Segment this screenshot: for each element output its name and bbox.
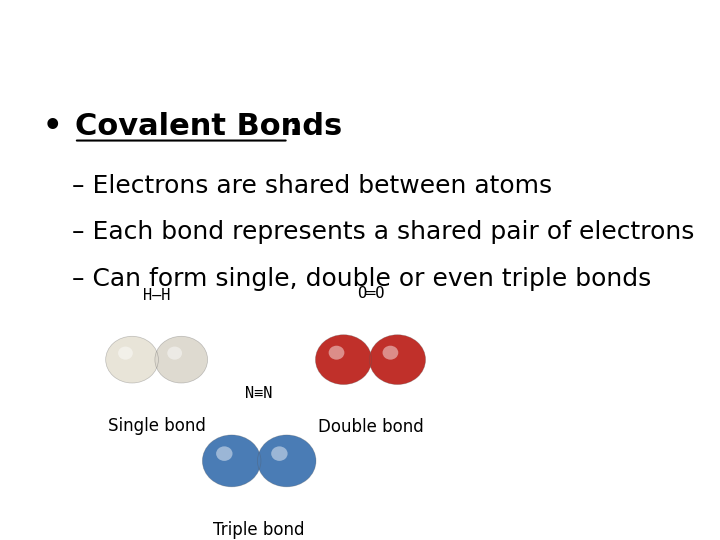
Text: H—H: H—H [143, 287, 171, 302]
Text: O═O: O═O [357, 286, 384, 301]
Text: N≡N: N≡N [246, 386, 273, 401]
Circle shape [155, 336, 207, 383]
Text: •: • [42, 111, 62, 140]
Circle shape [315, 335, 372, 384]
Circle shape [202, 435, 261, 487]
Text: :: : [289, 111, 300, 140]
Circle shape [328, 346, 344, 360]
Circle shape [118, 347, 132, 360]
Text: Single bond: Single bond [108, 417, 206, 435]
Circle shape [106, 336, 158, 383]
Text: Double bond: Double bond [318, 418, 423, 436]
Text: Covalent Bonds: Covalent Bonds [75, 111, 342, 140]
Circle shape [258, 435, 316, 487]
Circle shape [369, 335, 426, 384]
Text: – Can form single, double or even triple bonds: – Can form single, double or even triple… [72, 267, 651, 291]
Text: – Electrons are shared between atoms: – Electrons are shared between atoms [72, 174, 552, 198]
Text: Triple bond: Triple bond [213, 521, 305, 538]
Circle shape [382, 346, 398, 360]
Circle shape [167, 347, 182, 360]
Circle shape [271, 447, 287, 461]
Circle shape [216, 447, 233, 461]
Text: – Each bond represents a shared pair of electrons: – Each bond represents a shared pair of … [72, 220, 694, 245]
